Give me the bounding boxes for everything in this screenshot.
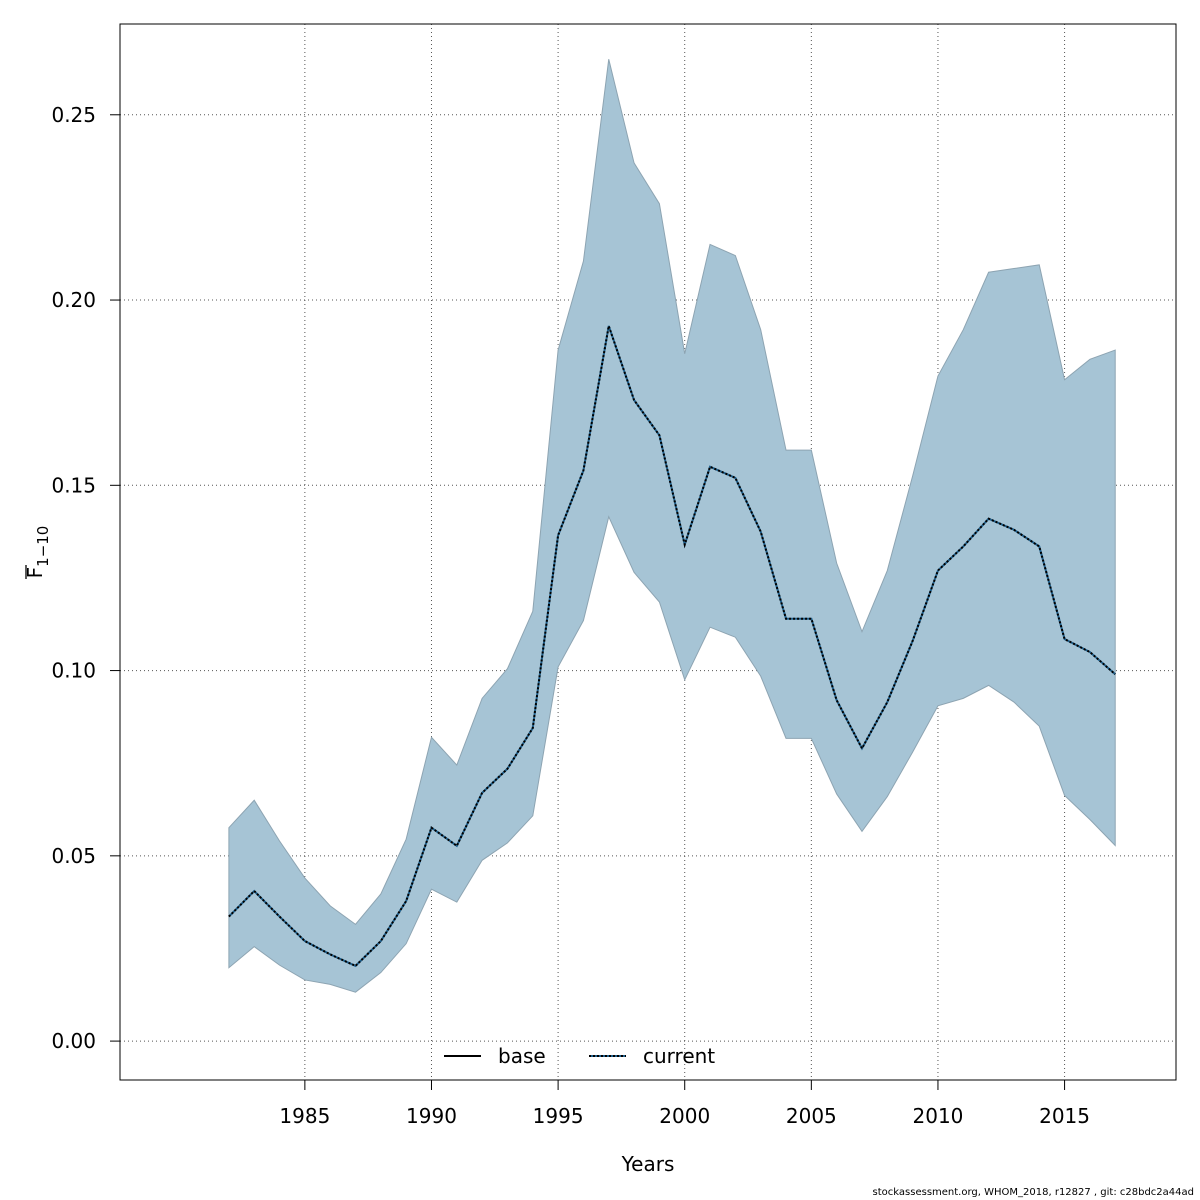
- legend: base current: [444, 1044, 715, 1068]
- plot-frame: [119, 23, 1177, 1081]
- y-tick-label: 0.00: [51, 1029, 96, 1053]
- x-tick-label: 2005: [786, 1104, 837, 1128]
- legend-label-base: base: [498, 1044, 546, 1068]
- y-tick-label: 0.10: [51, 659, 96, 683]
- x-tick-label: 2010: [913, 1104, 964, 1128]
- confidence-band: [228, 59, 1116, 993]
- legend-label-current: current: [643, 1044, 715, 1068]
- x-tick-label: 1985: [279, 1104, 330, 1128]
- y-axis-label-main: F: [23, 567, 47, 579]
- y-axis-label-subscript: 1−10: [34, 526, 52, 567]
- footer-credit: stockassessment.org, WHOM_2018, r12827 ,…: [872, 1187, 1194, 1198]
- series-line-layer: [228, 325, 1116, 968]
- y-tick-label: 0.05: [51, 844, 96, 868]
- x-tick-label: 1990: [406, 1104, 457, 1128]
- x-axis-label: Years: [621, 1152, 675, 1176]
- x-axis: 1985 1990 1995 2000 2005 2010 2015: [279, 1080, 1090, 1128]
- y-tick-label: 0.20: [51, 288, 96, 312]
- svg-text:F1−10: F1−10: [23, 526, 52, 579]
- series-line-current: [228, 325, 1116, 968]
- y-tick-label: 0.15: [51, 473, 96, 497]
- x-tick-label: 2015: [1039, 1104, 1090, 1128]
- x-tick-label: 1995: [533, 1104, 584, 1128]
- confidence-band-layer: [228, 59, 1116, 993]
- y-tick-label: 0.25: [51, 103, 96, 127]
- y-axis: 0.00 0.05 0.10 0.15 0.20 0.25: [51, 103, 120, 1053]
- y-axis-label: F1−10: [23, 526, 52, 579]
- x-tick-label: 2000: [659, 1104, 710, 1128]
